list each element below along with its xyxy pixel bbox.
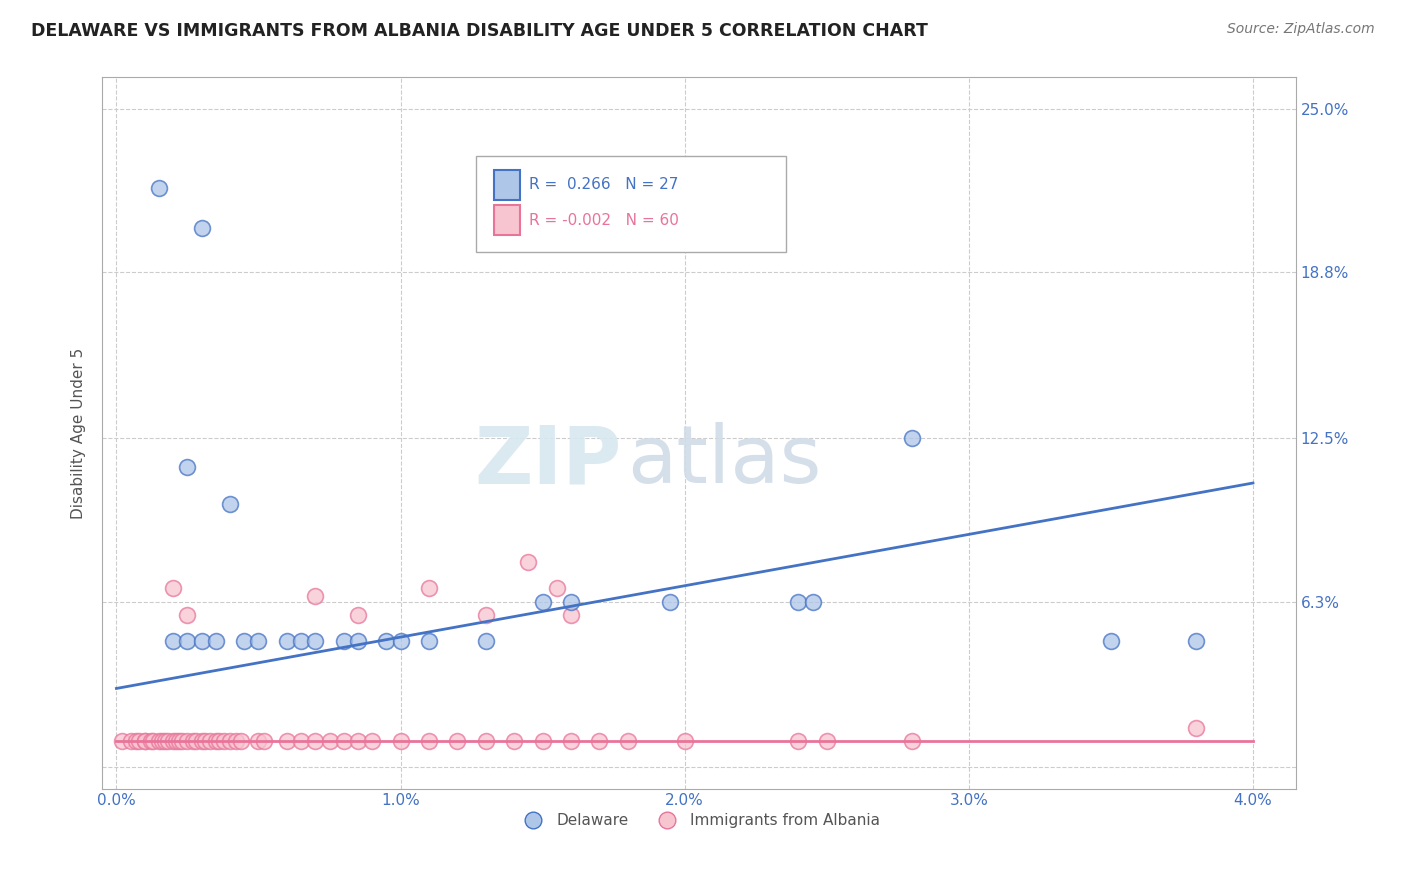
Point	[193, 734, 215, 748]
Point	[148, 181, 170, 195]
FancyBboxPatch shape	[494, 169, 520, 200]
Point	[253, 734, 276, 748]
Point	[787, 594, 810, 608]
Point	[389, 634, 412, 648]
Text: R = -0.002   N = 60: R = -0.002 N = 60	[530, 213, 679, 227]
Point	[190, 220, 212, 235]
Point	[134, 734, 156, 748]
Point	[389, 734, 412, 748]
Point	[418, 734, 440, 748]
Point	[153, 734, 176, 748]
Point	[148, 734, 170, 748]
Point	[588, 734, 610, 748]
Point	[162, 734, 184, 748]
FancyBboxPatch shape	[475, 156, 786, 252]
Point	[475, 607, 498, 622]
Point	[304, 589, 326, 603]
Point	[198, 734, 221, 748]
Point	[787, 734, 810, 748]
Point	[247, 634, 270, 648]
Point	[233, 634, 256, 648]
Point	[111, 734, 134, 748]
Point	[475, 734, 498, 748]
Y-axis label: Disability Age Under 5: Disability Age Under 5	[72, 347, 86, 518]
Point	[162, 634, 184, 648]
Point	[125, 734, 148, 748]
Point	[347, 607, 370, 622]
Point	[214, 734, 236, 748]
Point	[617, 734, 640, 748]
Point	[659, 594, 682, 608]
Point	[219, 497, 242, 511]
Point	[901, 734, 924, 748]
Point	[167, 734, 190, 748]
Point	[276, 634, 298, 648]
Point	[560, 734, 582, 748]
Point	[503, 734, 526, 748]
Point	[176, 460, 198, 475]
Point	[304, 634, 326, 648]
Text: Source: ZipAtlas.com: Source: ZipAtlas.com	[1227, 22, 1375, 37]
Point	[347, 734, 370, 748]
Text: ZIP: ZIP	[474, 423, 621, 500]
Point	[1099, 634, 1122, 648]
Point	[170, 734, 193, 748]
Point	[901, 431, 924, 445]
Point	[815, 734, 838, 748]
Legend: Delaware, Immigrants from Albania: Delaware, Immigrants from Albania	[512, 807, 886, 834]
Point	[139, 734, 162, 748]
Text: R =  0.266   N = 27: R = 0.266 N = 27	[530, 178, 679, 193]
Point	[205, 734, 228, 748]
Point	[150, 734, 173, 748]
Point	[247, 734, 270, 748]
FancyBboxPatch shape	[494, 205, 520, 235]
Point	[1185, 634, 1208, 648]
Point	[318, 734, 340, 748]
Point	[446, 734, 468, 748]
Point	[546, 582, 568, 596]
Text: DELAWARE VS IMMIGRANTS FROM ALBANIA DISABILITY AGE UNDER 5 CORRELATION CHART: DELAWARE VS IMMIGRANTS FROM ALBANIA DISA…	[31, 22, 928, 40]
Point	[361, 734, 384, 748]
Point	[531, 734, 554, 748]
Point	[531, 594, 554, 608]
Point	[120, 734, 142, 748]
Point	[1185, 721, 1208, 735]
Point	[332, 634, 354, 648]
Point	[162, 582, 184, 596]
Point	[190, 734, 212, 748]
Text: atlas: atlas	[627, 423, 821, 500]
Point	[418, 582, 440, 596]
Point	[225, 734, 247, 748]
Point	[176, 634, 198, 648]
Point	[517, 555, 540, 569]
Point	[219, 734, 242, 748]
Point	[176, 607, 198, 622]
Point	[156, 734, 179, 748]
Point	[205, 634, 228, 648]
Point	[347, 634, 370, 648]
Point	[190, 634, 212, 648]
Point	[181, 734, 204, 748]
Point	[165, 734, 187, 748]
Point	[673, 734, 696, 748]
Point	[128, 734, 150, 748]
Point	[475, 634, 498, 648]
Point	[560, 607, 582, 622]
Point	[142, 734, 165, 748]
Point	[801, 594, 824, 608]
Point	[304, 734, 326, 748]
Point	[176, 734, 198, 748]
Point	[375, 634, 398, 648]
Point	[290, 734, 312, 748]
Point	[208, 734, 231, 748]
Point	[332, 734, 354, 748]
Point	[276, 734, 298, 748]
Point	[184, 734, 207, 748]
Point	[134, 734, 156, 748]
Point	[560, 594, 582, 608]
Point	[231, 734, 253, 748]
Point	[418, 634, 440, 648]
Point	[290, 634, 312, 648]
